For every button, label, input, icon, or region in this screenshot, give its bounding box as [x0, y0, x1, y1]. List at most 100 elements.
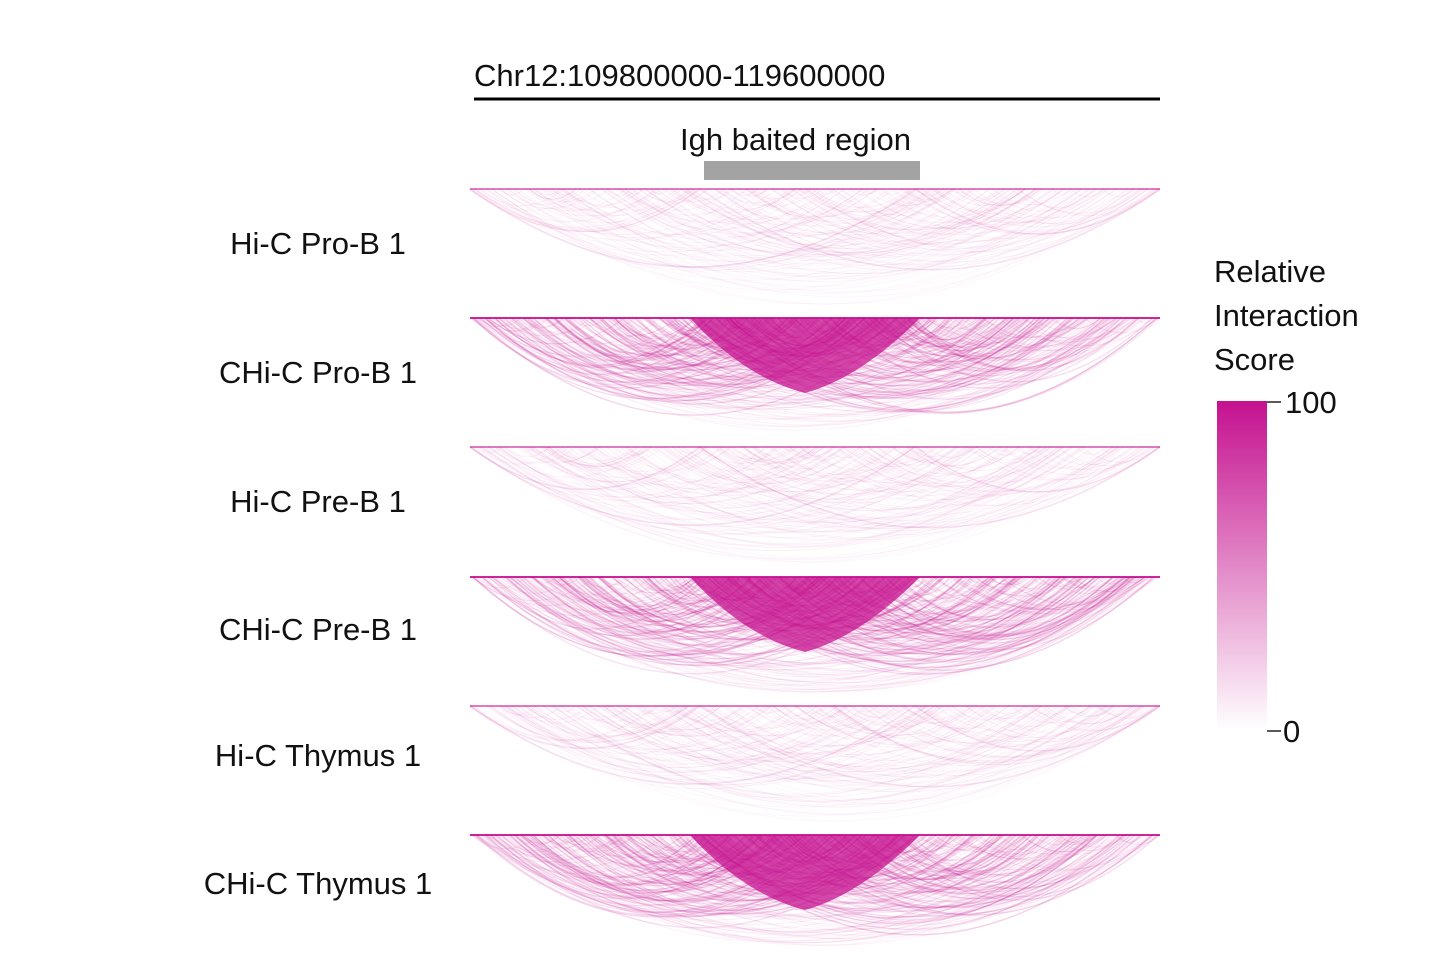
interaction-arc [472, 446, 769, 502]
interaction-arc [624, 188, 1098, 275]
interaction-arc [951, 576, 1116, 609]
interaction-arc [498, 446, 779, 499]
interaction-arc [504, 705, 831, 766]
interaction-arc [962, 446, 988, 454]
interaction-arc [644, 576, 656, 582]
interaction-arc [623, 705, 749, 731]
interaction-arc [635, 576, 1066, 655]
interaction-arc [671, 446, 916, 492]
interaction-arc [859, 446, 1081, 488]
interaction-arc [563, 834, 1034, 920]
interaction-arc [601, 705, 995, 778]
interaction-arc [713, 188, 1134, 265]
interaction-arc [708, 705, 825, 729]
interaction-arc [637, 317, 693, 336]
interaction-arc [542, 188, 1053, 281]
interaction-arc [532, 188, 678, 217]
interaction-arc [576, 446, 723, 475]
interaction-arc [894, 317, 1024, 352]
interaction-arc [651, 834, 1158, 926]
interaction-arc [610, 705, 974, 772]
legend-min-label: 0 [1283, 714, 1301, 749]
interaction-arc [568, 834, 685, 858]
interaction-arc [1020, 834, 1124, 856]
interaction-arc [1030, 576, 1062, 585]
interaction-arc [703, 705, 927, 748]
interaction-arc [800, 188, 1025, 231]
interaction-arc [657, 317, 688, 326]
interaction-arc [814, 705, 974, 737]
interaction-arc [884, 317, 1105, 371]
interaction-arc [636, 705, 670, 715]
interaction-arc [1084, 317, 1159, 334]
interaction-arc [620, 317, 1065, 398]
interaction-arc [518, 705, 878, 772]
interaction-arc [510, 705, 956, 787]
interaction-arc [959, 834, 1154, 872]
interaction-arc [543, 834, 620, 851]
interaction-arc [823, 705, 980, 736]
interaction-arc [478, 317, 1109, 431]
interaction-arc [588, 188, 1090, 280]
interaction-arc [715, 188, 1019, 245]
interaction-arc [779, 188, 823, 199]
interaction-arc [518, 576, 733, 628]
interaction-arc [481, 446, 967, 535]
interaction-arc [989, 576, 1021, 585]
interaction-arc [860, 705, 1146, 759]
interaction-arc [620, 188, 759, 216]
interaction-arc [921, 317, 1080, 349]
interaction-arc [471, 705, 934, 790]
interaction-arc [528, 576, 1146, 688]
interaction-arc [722, 188, 975, 236]
interaction-arc [676, 446, 701, 454]
interaction-arc [554, 705, 1110, 806]
interaction-arc [605, 188, 633, 197]
interaction-arc [561, 188, 645, 206]
interaction-arc [509, 188, 971, 273]
interaction-arc [480, 576, 1131, 693]
interaction-arc [728, 446, 837, 469]
interaction-arc [500, 317, 996, 407]
interaction-arc [529, 705, 794, 755]
interaction-arc [858, 576, 1131, 641]
interaction-arc [871, 188, 1143, 239]
interaction-arc [811, 188, 1060, 235]
interaction-arc [875, 446, 1020, 475]
interaction-arc [617, 705, 745, 731]
interaction-arc [641, 705, 1120, 793]
track-label-chic-pre-b: CHi-C Pre-B 1 [218, 612, 418, 647]
interaction-arc [603, 705, 838, 750]
interaction-arc [1061, 576, 1114, 589]
interaction-arc [495, 576, 1152, 693]
interaction-arc [685, 188, 735, 200]
interaction-arc [619, 317, 1122, 409]
interaction-arc [662, 188, 725, 203]
interaction-arc [660, 705, 928, 756]
interaction-arc [524, 188, 927, 262]
interaction-arc [817, 705, 951, 732]
interaction-arc [568, 834, 986, 911]
interaction-arc [602, 188, 1019, 265]
interaction-arc [897, 446, 1064, 479]
interaction-arc [743, 446, 897, 477]
interaction-arc [527, 317, 636, 340]
interaction-arc [999, 576, 1150, 606]
interaction-arc [658, 576, 1144, 665]
interaction-arc [601, 188, 863, 238]
interaction-arc [660, 446, 862, 485]
interaction-arc [870, 576, 1124, 637]
interaction-arc [790, 446, 802, 452]
interaction-arc [806, 188, 1129, 248]
interaction-arc [588, 317, 679, 336]
interaction-arc [901, 705, 927, 713]
interaction-arc [699, 705, 1161, 788]
interaction-arc [649, 188, 669, 195]
interaction-arc [962, 576, 1138, 610]
interaction-arc [652, 705, 889, 750]
interaction-arc [634, 446, 1085, 528]
interaction-arc [1017, 188, 1159, 216]
interaction-arc [737, 188, 768, 197]
interaction-arc [560, 834, 669, 857]
interaction-arc [619, 446, 845, 489]
